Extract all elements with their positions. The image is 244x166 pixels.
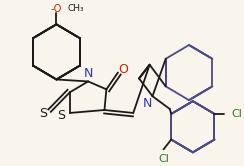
Text: N: N <box>83 67 93 80</box>
Text: S: S <box>57 109 65 122</box>
Text: CH₃: CH₃ <box>68 4 85 13</box>
Text: -O: -O <box>51 4 62 14</box>
Text: Cl: Cl <box>232 109 243 119</box>
Text: Cl: Cl <box>158 154 169 164</box>
Text: O: O <box>119 63 129 76</box>
Text: N: N <box>143 97 152 110</box>
Text: S: S <box>39 107 47 121</box>
